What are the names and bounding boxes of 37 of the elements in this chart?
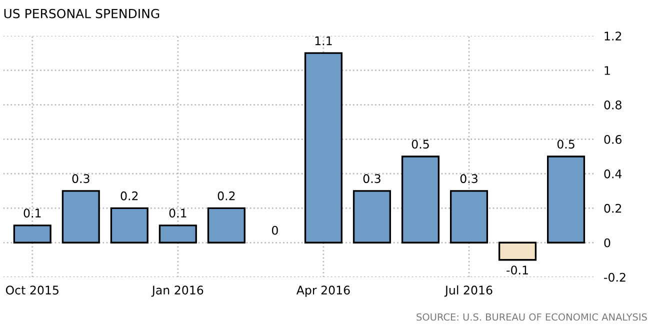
y-tick-label: 0.6 [604,134,622,144]
bar [13,224,52,244]
y-tick-label: 1 [604,66,610,75]
bar [498,242,537,261]
data-label: 0.5 [557,140,574,149]
y-tick-label: 0.8 [604,100,622,110]
data-label: 0 [272,226,278,235]
data-label: 0.5 [412,140,429,149]
x-tick-label: Jan 2016 [151,286,204,297]
bar [547,156,586,244]
data-label: 0.1 [169,208,186,218]
data-label: 0.2 [120,191,138,200]
data-label: 0.3 [72,174,90,184]
bar [352,190,392,244]
y-tick-label: 0 [604,238,610,248]
bar [207,207,246,244]
source-note: SOURCE: U.S. BUREAU OF ECONOMIC ANALYSIS [416,313,647,321]
y-tick-label: 0.4 [604,169,622,178]
chart-title: US PERSONAL SPENDING [4,8,160,18]
bar [158,224,197,244]
data-label: 0.1 [24,208,41,218]
y-tick-label: 1.2 [604,32,622,40]
bar [450,190,488,244]
bar [62,190,100,244]
bar [304,52,342,244]
data-label: 0.3 [363,174,380,184]
x-tick-label: Oct 2015 [6,286,58,295]
x-tick-label: Jul 2016 [444,285,492,297]
data-label: 1.1 [315,36,332,46]
x-tick-label: Apr 2016 [296,286,350,297]
data-label: 0.3 [460,174,478,184]
data-label: -0.1 [506,266,528,275]
data-label: 0.2 [218,191,235,200]
bar [110,207,148,244]
y-tick-label: -0.2 [604,272,626,282]
bar [401,156,440,244]
y-tick-label: 0.2 [604,204,622,213]
